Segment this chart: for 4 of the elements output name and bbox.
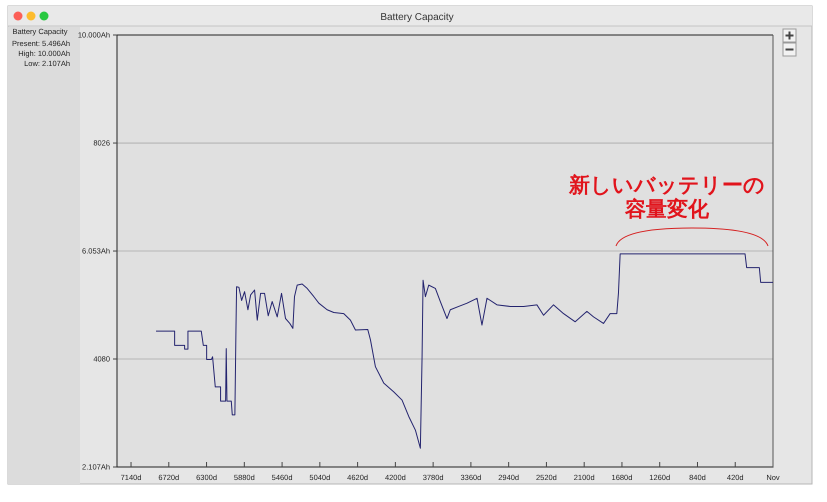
line-series (156, 253, 774, 449)
chart-title: Battery Capacity (380, 12, 454, 23)
annotation: 新しいバッテリーの (568, 173, 765, 197)
annotation: 容量変化 (624, 197, 710, 221)
